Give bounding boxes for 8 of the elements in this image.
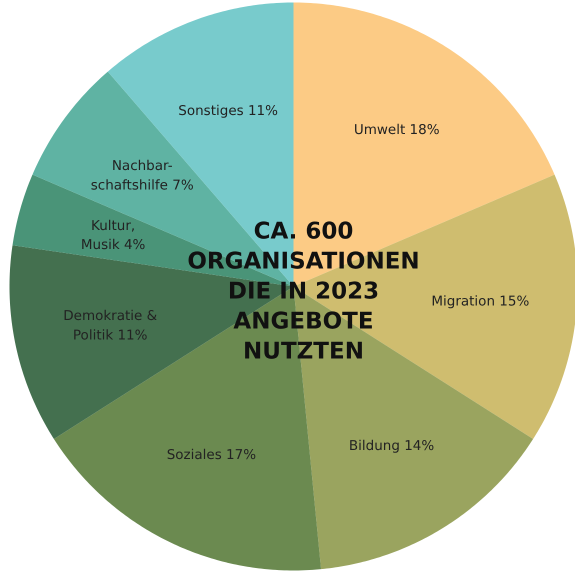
slice-label: Sonstiges 11% [178, 102, 278, 119]
slice-label: Kultur, Musik 4% [80, 218, 146, 254]
slice-label: Umwelt 18% [354, 122, 440, 138]
slice-label: Soziales 17% [166, 447, 256, 463]
slice-label: Demokratie & Politik 11% [63, 308, 158, 344]
slice-label: Migration 15% [431, 294, 530, 310]
slice-label: Nachbar- schaftshilfe 7% [90, 158, 194, 194]
slice-label: Bildung 14% [348, 438, 434, 454]
